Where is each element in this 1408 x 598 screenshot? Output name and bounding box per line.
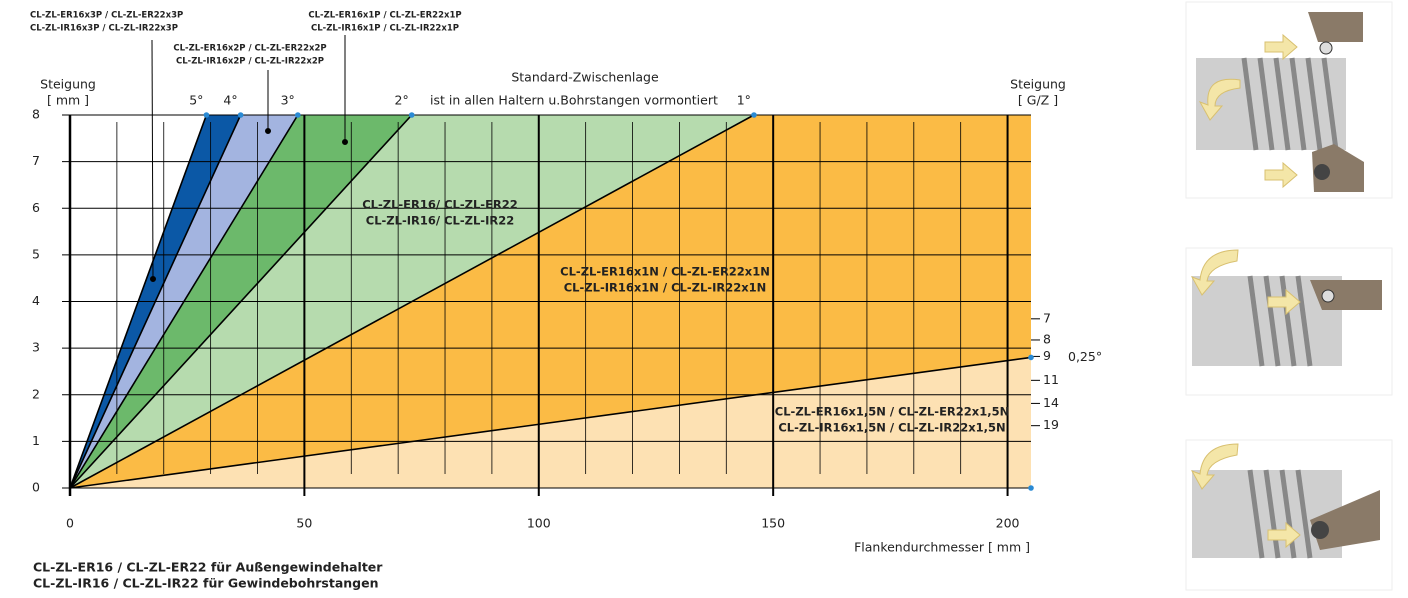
angle-label: 4° xyxy=(223,93,237,108)
annotation: CL-ZL-IR16x2P / CL-ZL-IR22x2P xyxy=(176,57,324,67)
y-tick-label: 7 xyxy=(32,153,40,168)
angle-line xyxy=(69,114,413,489)
annotation: CL-ZL-ER16x1N / CL-ZL-ER22x1N xyxy=(560,265,770,279)
x-tick-label: 150 xyxy=(761,516,785,531)
y2-tick-label: 11 xyxy=(1043,372,1059,387)
footnote: CL-ZL-IR16 / CL-ZL-IR22 für Gewindebohrs… xyxy=(33,576,378,591)
angle-line xyxy=(69,114,242,489)
angle-line xyxy=(69,114,299,489)
annotation: CL-ZL-IR16x1P / CL-ZL-IR22x1P xyxy=(311,24,459,34)
tool-illustrations xyxy=(1185,1,1393,591)
end-dot xyxy=(295,112,301,118)
x-tick-label: 200 xyxy=(996,516,1020,531)
annotation: CL-ZL-ER16x3P / CL-ZL-ER22x3P xyxy=(30,11,183,21)
y-tick-label: 5 xyxy=(32,246,40,261)
y2-unit: [ G/Z ] xyxy=(1018,93,1058,108)
angle-line xyxy=(69,114,208,489)
marks xyxy=(69,112,1034,491)
x-label: Flankendurchmesser [ mm ] xyxy=(854,540,1030,555)
y2-tick-label: 7 xyxy=(1043,310,1051,325)
annotation: CL-ZL-ER16x2P / CL-ZL-ER22x2P xyxy=(173,44,326,54)
y-unit: [ mm ] xyxy=(47,93,89,108)
x-tick-label: 0 xyxy=(66,516,74,531)
end-dot xyxy=(237,112,244,118)
x-tick-label: 50 xyxy=(296,516,312,531)
texts: Standard-Zwischenlage ist in allen Halte… xyxy=(30,11,1102,591)
annotation: CL-ZL-IR16x3P / CL-ZL-IR22x3P xyxy=(30,24,178,34)
angle-line xyxy=(69,114,755,489)
y-tick-label: 6 xyxy=(32,200,40,215)
angle-label: 3° xyxy=(281,93,295,108)
y2-tick-label: 8 xyxy=(1043,331,1051,346)
header: Standard-Zwischenlage xyxy=(511,70,659,85)
annotation: CL-ZL-ER16/ CL-ZL-ER22 xyxy=(362,198,518,212)
header-note: ist in allen Haltern u.Bohrstangen vormo… xyxy=(430,93,718,108)
annotation: CL-ZL-ER16x1,5N / CL-ZL-ER22x1,5N xyxy=(775,405,1009,419)
angle-label: 0,25° xyxy=(1068,349,1102,364)
angle-label: 2° xyxy=(395,93,409,108)
grid xyxy=(62,114,1040,496)
y-tick-label: 3 xyxy=(32,340,40,355)
y-tick-label: 1 xyxy=(32,433,40,448)
end-dot xyxy=(203,112,210,118)
y-tick-label: 4 xyxy=(32,293,40,308)
y2-label: Steigung xyxy=(1010,77,1066,92)
y2-tick-label: 14 xyxy=(1043,395,1059,410)
angle-label: 5° xyxy=(189,93,203,108)
end-dot xyxy=(1028,354,1034,361)
y-label: Steigung xyxy=(40,77,96,92)
end-dot xyxy=(751,112,757,118)
y-tick-label: 2 xyxy=(32,386,40,401)
angle-label: 1° xyxy=(737,93,751,108)
y2-tick-label: 19 xyxy=(1043,417,1059,432)
annotation: CL-ZL-IR16x1,5N / CL-ZL-IR22x1,5N xyxy=(778,421,1005,435)
annotation: CL-ZL-ER16x1P / CL-ZL-ER22x1P xyxy=(308,11,461,21)
axis-dot xyxy=(1028,485,1034,491)
annotation: CL-ZL-IR16x1N / CL-ZL-IR22x1N xyxy=(564,281,767,295)
end-dot xyxy=(408,112,415,118)
y2-tick-label: 9 xyxy=(1043,348,1051,363)
angle-line xyxy=(69,356,1032,489)
annotation: CL-ZL-IR16/ CL-ZL-IR22 xyxy=(366,214,514,228)
footnote: CL-ZL-ER16 / CL-ZL-ER22 für Außengewinde… xyxy=(33,560,383,575)
x-tick-label: 100 xyxy=(527,516,551,531)
y-tick-label: 8 xyxy=(32,107,40,122)
leaders xyxy=(150,35,348,282)
y-tick-label: 0 xyxy=(32,480,40,495)
